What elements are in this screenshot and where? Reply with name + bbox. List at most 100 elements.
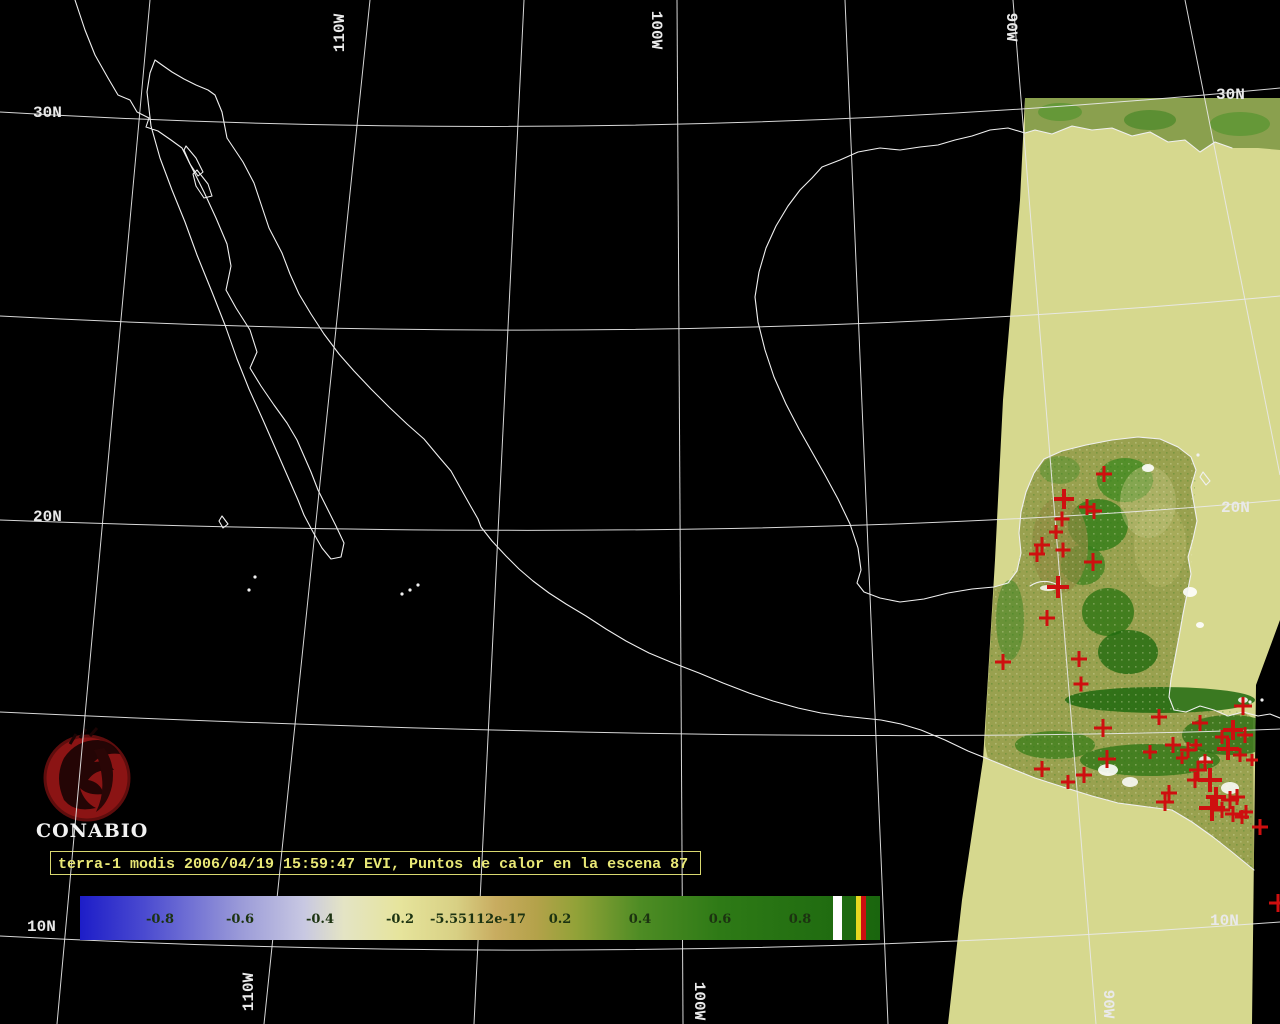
hotspot-marker xyxy=(1034,761,1050,777)
hotspot-marker xyxy=(1187,772,1203,788)
meridian-90W xyxy=(1012,0,1097,1024)
meridian-100W xyxy=(676,0,684,1024)
lon-label-bottom-110w: 110W xyxy=(240,972,258,1011)
hotspot-marker xyxy=(1239,805,1253,819)
cloud xyxy=(1122,777,1138,787)
hotspot-marker xyxy=(1039,610,1055,626)
colorbar-tick: 0.8 xyxy=(789,912,812,927)
conabio-wordmark: CONABIO xyxy=(36,820,148,842)
hotspot-marker xyxy=(1071,651,1087,667)
fire-hotspots xyxy=(995,466,1280,912)
title-box xyxy=(50,851,701,875)
coastlines xyxy=(74,0,1280,871)
lat-label-right-20n: 20N xyxy=(1221,499,1250,517)
island-dot xyxy=(416,583,420,587)
meridian-85W xyxy=(1184,0,1280,476)
colorbar-legend: -0.8 -0.6 -0.4 -0.2 -5.55112e-17 0.2 0.4… xyxy=(80,896,880,940)
lat-label-right-10n: 10N xyxy=(1210,912,1239,930)
colorbar-stripe-red xyxy=(861,896,866,940)
hotspot-marker xyxy=(1206,787,1226,807)
logo-eagle-wing xyxy=(94,748,113,812)
hotspot-marker xyxy=(1192,715,1208,731)
logo-ring xyxy=(43,734,131,822)
parallel-20N xyxy=(0,499,1280,531)
conabio-logo xyxy=(43,727,131,822)
hotspot-marker xyxy=(1176,752,1188,764)
hotspot-marker xyxy=(1214,802,1230,818)
hotspot-marker xyxy=(1252,819,1268,835)
hotspot-marker xyxy=(1197,754,1213,770)
hotspot-marker xyxy=(1269,894,1280,912)
hotspot-marker xyxy=(1217,738,1239,760)
colorbar-gradient xyxy=(80,896,880,940)
island-dot xyxy=(1248,700,1252,704)
lon-label-bottom-100w: 100W xyxy=(690,982,708,1021)
meridian-105W xyxy=(473,0,525,1024)
parallel-10N xyxy=(0,921,1280,951)
hotspot-marker xyxy=(1055,542,1071,558)
hotspot-marker xyxy=(1221,791,1239,809)
scene-title: terra-1 modis 2006/04/19 15:59:47 EVI, P… xyxy=(58,856,688,873)
hotspot-marker xyxy=(1034,537,1050,553)
lat-label-left-10n: 10N xyxy=(27,918,56,936)
vegetation-patch xyxy=(1124,110,1176,130)
island-dot xyxy=(1196,453,1200,457)
hotspot-marker xyxy=(1156,793,1174,811)
lon-label-bottom-90w: 90W xyxy=(1099,990,1117,1019)
coastline-path xyxy=(754,125,1280,719)
hotspot-marker xyxy=(1086,503,1102,519)
land-texture xyxy=(985,439,1254,870)
colorbar-stripe-yellow xyxy=(856,896,861,940)
coastline-path xyxy=(183,145,204,177)
coastline-path xyxy=(1199,471,1211,486)
hotspot-marker xyxy=(1094,719,1112,737)
cloud xyxy=(1221,782,1239,794)
hotspot-marker xyxy=(1233,748,1247,762)
cloud xyxy=(1196,622,1204,628)
hotspot-marker xyxy=(1237,727,1253,743)
parallel-15N xyxy=(0,711,1280,737)
vegetation-patch xyxy=(1210,112,1270,136)
lat-label-left-20n: 20N xyxy=(33,508,62,526)
lat-label-left-30n: 30N xyxy=(33,104,62,122)
logo-eagle-body xyxy=(59,740,120,810)
colorbar-tick: -0.4 xyxy=(306,912,334,927)
hotspot-marker xyxy=(1054,511,1070,527)
coastline-path xyxy=(74,0,1255,871)
lon-label-top-100w: 100W xyxy=(647,11,665,50)
hotspot-marker xyxy=(1165,737,1181,753)
colorbar-tick: -0.2 xyxy=(386,912,414,927)
hotspot-marker xyxy=(1054,489,1074,509)
colorbar-tick: 0.4 xyxy=(629,912,652,927)
hotspot-marker xyxy=(995,654,1011,670)
hotspot-marker xyxy=(1225,806,1241,822)
coastline-path xyxy=(1029,580,1057,587)
hotspot-marker xyxy=(1151,709,1167,725)
hotspot-marker xyxy=(1229,789,1245,805)
hotspot-marker xyxy=(1073,676,1089,692)
hotspot-marker xyxy=(1223,720,1243,740)
island-dot xyxy=(253,575,257,579)
hotspot-marker xyxy=(1047,576,1069,598)
hotspot-marker xyxy=(1061,775,1075,789)
coastline-path xyxy=(192,169,213,199)
hotspot-marker xyxy=(1029,546,1045,562)
colorbar-tick: -0.6 xyxy=(226,912,254,927)
colorbar-tick: -0.8 xyxy=(146,912,174,927)
hotspot-marker xyxy=(1190,739,1202,751)
hotspot-marker xyxy=(1143,745,1157,759)
hotspot-marker xyxy=(1215,730,1229,744)
cloud xyxy=(1098,764,1118,776)
colorbar-tick: 0.2 xyxy=(549,912,572,927)
parallel-30N xyxy=(0,87,1280,127)
lon-label-top-110w: 110W xyxy=(331,13,349,52)
parallel-25N xyxy=(0,295,1280,331)
hotspot-marker xyxy=(1084,553,1102,571)
cloud xyxy=(1142,464,1154,472)
hotspot-marker xyxy=(1180,742,1196,758)
meridian-115W xyxy=(56,0,151,1024)
cloud xyxy=(1183,587,1197,597)
